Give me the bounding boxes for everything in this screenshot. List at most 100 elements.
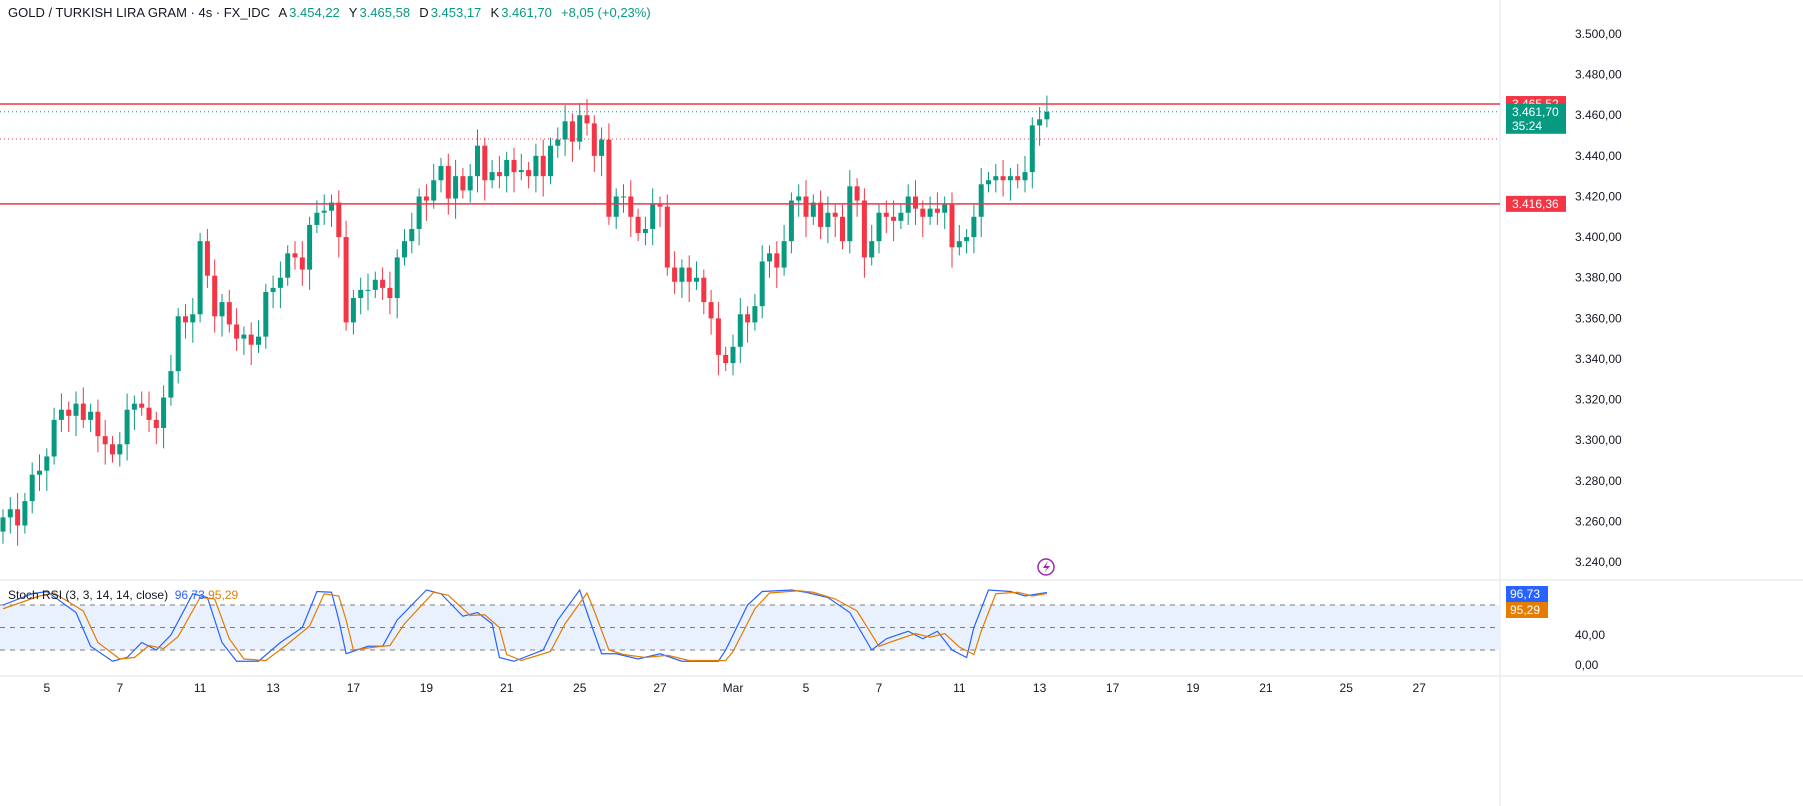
candle-body	[153, 419, 159, 429]
candle-body	[650, 204, 656, 229]
candle-body	[139, 403, 145, 408]
candle-body	[701, 277, 707, 303]
candle-body	[730, 346, 736, 364]
candle-body	[343, 237, 349, 323]
stoch-d-line	[2, 590, 1048, 662]
price-tick-label: 3.300,00	[1575, 433, 1622, 447]
candle-body	[175, 316, 181, 372]
candle-body	[825, 212, 831, 227]
candle-body	[314, 212, 320, 225]
time-tick-label: 7	[876, 681, 883, 695]
candle-body	[372, 279, 378, 290]
candle-body	[971, 216, 977, 238]
candle-body	[117, 444, 123, 455]
stoch-k-tag-label: 96,73	[1510, 587, 1540, 601]
candle-body	[438, 166, 444, 181]
time-tick-label: 11	[953, 681, 966, 695]
stoch-k-tag	[1506, 586, 1548, 602]
candle-body	[365, 289, 371, 291]
candle-body	[599, 139, 605, 156]
candle-body	[321, 210, 327, 213]
candle-body	[307, 224, 313, 270]
candle-body	[241, 334, 247, 339]
candle-body	[146, 407, 152, 420]
time-tick-label: 11	[194, 681, 207, 695]
candle-body	[1037, 119, 1043, 126]
candle-body	[387, 287, 393, 299]
candle-body	[883, 212, 889, 217]
price-tick-label: 3.320,00	[1575, 393, 1622, 407]
time-tick-label: 27	[1413, 681, 1427, 695]
candle-body	[993, 176, 999, 181]
price-tick-label: 3.280,00	[1575, 474, 1622, 488]
lightning-icon[interactable]	[1037, 558, 1055, 576]
stoch-tick-label: 40,00	[1575, 628, 1605, 642]
candle-body	[1044, 111, 1050, 120]
candle-body	[715, 318, 721, 355]
candle-body	[628, 196, 634, 217]
candle-body	[891, 216, 897, 221]
time-tick-label: Mar	[723, 681, 744, 695]
candle-body	[270, 287, 276, 292]
candle-body	[686, 267, 692, 282]
candle-body	[263, 291, 269, 337]
candle-body	[869, 241, 875, 258]
open-value: 3.454,22	[289, 5, 340, 20]
time-tick-label: 25	[573, 681, 587, 695]
candle-body	[37, 470, 42, 475]
candle-body	[752, 306, 758, 323]
time-tick-label: 19	[420, 681, 434, 695]
candle-body	[964, 237, 970, 242]
low-label: D	[419, 5, 429, 20]
candle-body	[102, 436, 108, 445]
candle-body	[635, 216, 641, 234]
price-tick-label: 3.420,00	[1575, 189, 1622, 203]
candle-body	[482, 145, 488, 181]
candle-body	[832, 212, 838, 217]
close-label: K	[490, 5, 500, 20]
candle-body	[66, 409, 72, 416]
candle-body	[161, 397, 167, 429]
candle-body	[796, 196, 802, 201]
candle-body	[467, 176, 473, 191]
candle-body	[445, 166, 451, 199]
candle-body	[453, 176, 459, 199]
symbol-legend: GOLD / TURKISH LIRA GRAM · 4s · FX_IDC A…	[8, 5, 653, 20]
candle-body	[22, 501, 28, 526]
candle-body	[226, 302, 232, 325]
candle-body	[708, 302, 714, 319]
candle-body	[58, 409, 64, 420]
candle-body	[431, 180, 437, 201]
lightning-bolt	[1043, 561, 1050, 573]
candle-body	[1015, 176, 1021, 181]
candle-body	[518, 170, 524, 173]
candle-body	[927, 208, 933, 217]
candle-body	[248, 334, 254, 345]
candle-body	[1007, 176, 1013, 181]
price-tick-label: 3.500,00	[1575, 27, 1622, 41]
candle-body	[0, 517, 6, 532]
time-tick-label: 5	[43, 681, 50, 695]
time-tick-label: 13	[266, 681, 280, 695]
candle-body	[73, 403, 79, 416]
time-tick-label: 21	[1259, 681, 1273, 695]
time-tick-label: 13	[1033, 681, 1047, 695]
candle-body	[329, 202, 334, 211]
candle-body	[409, 228, 415, 242]
symbol-title[interactable]: GOLD / TURKISH LIRA GRAM · 4s · FX_IDC	[8, 5, 270, 20]
candle-body	[1000, 176, 1006, 181]
high-label: Y	[348, 5, 358, 20]
price-tick-label: 3.460,00	[1575, 108, 1622, 122]
stoch-d-value: 95,29	[208, 588, 239, 602]
candle-body	[913, 196, 918, 209]
stoch-k-line	[2, 588, 1047, 662]
stoch-rsi-legend[interactable]: Stoch RSI (3, 3, 14, 14, close) 96,73 95…	[8, 588, 238, 602]
candle-body	[606, 139, 612, 217]
candle-body	[577, 115, 583, 142]
candle-body	[759, 261, 765, 307]
candle-body	[745, 314, 751, 323]
price-tick-label: 3.340,00	[1575, 352, 1622, 366]
time-tick-label: 21	[500, 681, 514, 695]
candle-body	[642, 228, 648, 234]
